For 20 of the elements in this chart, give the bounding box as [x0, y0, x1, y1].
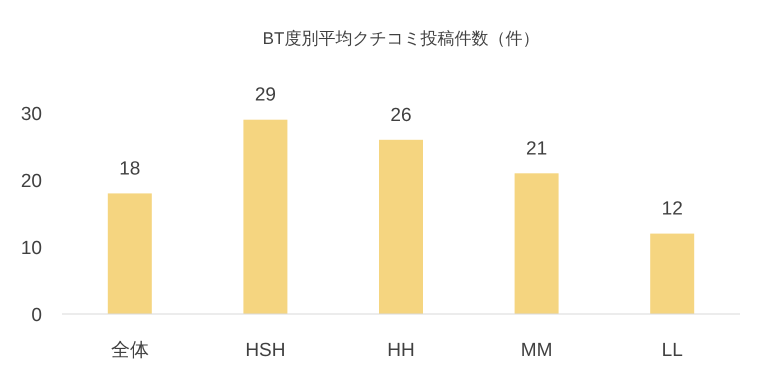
data-label: 29: [254, 84, 276, 106]
bar: [514, 173, 559, 314]
data-label: 21: [526, 138, 548, 160]
bar: [650, 234, 694, 314]
data-label: 18: [119, 158, 140, 180]
y-tick-label: 30: [20, 104, 42, 125]
data-label: 12: [662, 198, 683, 220]
y-tick-label: 20: [20, 171, 42, 192]
chart-title: BT度別平均クチコミ投稿件数（件）: [262, 29, 540, 48]
x-tick-label: HH: [387, 340, 415, 361]
y-tick-label: 0: [31, 305, 42, 326]
y-tick-label: 10: [20, 238, 42, 259]
x-tick-label: LL: [662, 340, 683, 361]
x-tick-label: HSH: [245, 340, 286, 361]
x-tick-label: MM: [520, 340, 552, 361]
bar: [108, 193, 152, 314]
bar: [243, 120, 288, 314]
x-tick-label: 全体: [110, 340, 149, 361]
data-label: 26: [390, 104, 412, 126]
bar: [379, 140, 423, 314]
